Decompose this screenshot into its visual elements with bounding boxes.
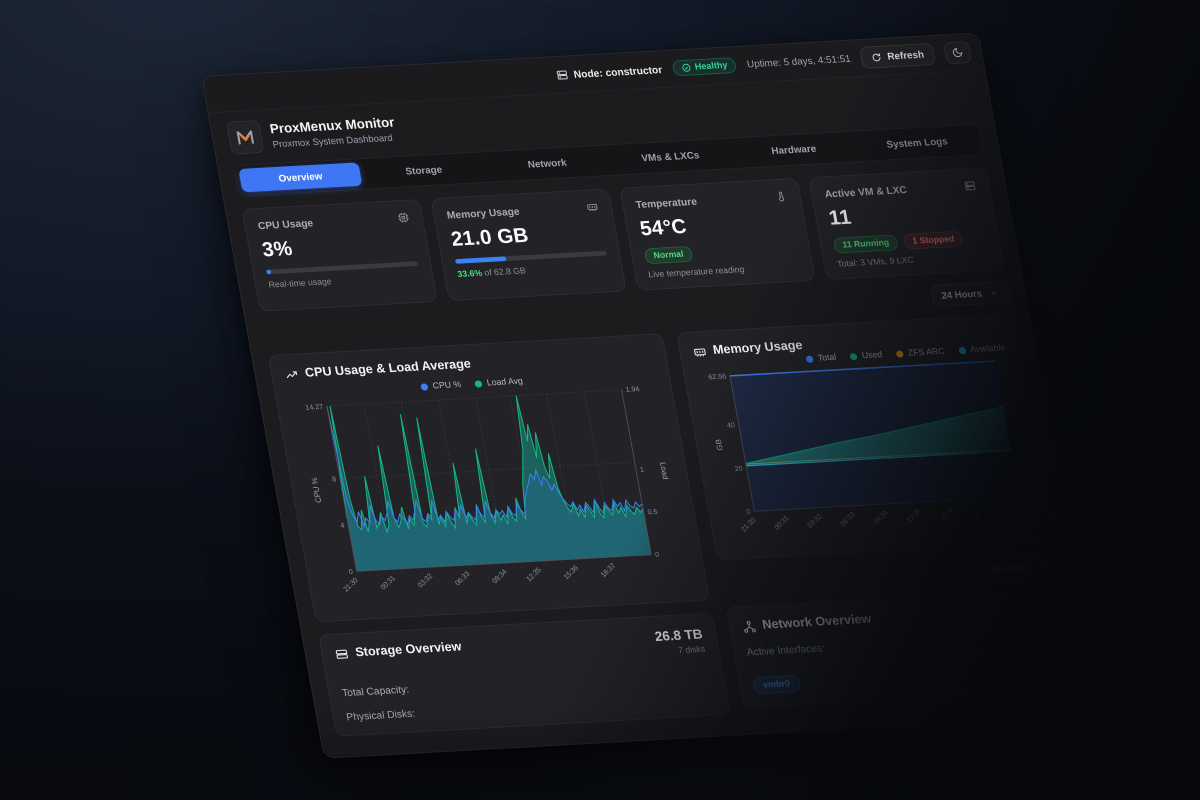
active-vm-lxc-card: Active VM & LXC 11 11 Running 1 Stopped … (808, 167, 1005, 281)
cpu-usage-value: 3% (260, 236, 295, 262)
svg-text:18:37: 18:37 (972, 503, 990, 521)
main-content: CPU Usage 3% Real-time usage Memory Usag… (226, 165, 1101, 758)
chevron-down-icon (991, 291, 997, 295)
svg-text:4: 4 (340, 522, 345, 530)
svg-text:06:33: 06:33 (839, 511, 857, 529)
cpu-icon (398, 212, 409, 223)
theme-toggle-button[interactable] (943, 40, 973, 65)
memory-progress-fill (454, 256, 507, 264)
server-stack-icon (964, 181, 976, 191)
svg-text:09:34: 09:34 (872, 509, 890, 527)
memory-percent: 33.6% (456, 268, 483, 280)
temperature-card: Temperature 54°C Normal Live temperature… (619, 177, 816, 291)
network-icon (743, 620, 756, 633)
temperature-value: 54°C (637, 214, 689, 241)
tab-system-logs[interactable]: System Logs (885, 135, 949, 151)
svg-text:14.27: 14.27 (305, 403, 324, 412)
network-interface-count: 2 (1044, 602, 1054, 617)
vm-stopped-badge: 1 Stopped (902, 230, 965, 250)
refresh-button[interactable]: Refresh (859, 42, 937, 69)
svg-text:0: 0 (746, 508, 751, 516)
memory-icon (587, 203, 598, 212)
tab-storage[interactable]: Storage (404, 164, 444, 177)
svg-text:1: 1 (639, 466, 644, 474)
app-window: Node: constructor Healthy Uptime: 5 days… (201, 32, 1102, 759)
node-label: Node: constructor (572, 63, 664, 80)
memory-usage-value: 21.0 GB (449, 222, 531, 251)
svg-text:15:36: 15:36 (562, 564, 580, 582)
tab-network[interactable]: Network (526, 157, 568, 171)
svg-text:12:35: 12:35 (905, 507, 923, 525)
time-range-select[interactable]: 24 Hours (929, 280, 1011, 308)
memory-icon (693, 348, 706, 357)
svg-text:62.56: 62.56 (708, 372, 727, 381)
storage-title: Storage Overview (354, 640, 463, 660)
svg-text:8: 8 (332, 475, 337, 483)
moon-icon (953, 47, 963, 58)
cpu-progress-fill (265, 269, 272, 275)
cpu-load-chart: 0 4 8 14.27 0 0.5 1 1.94 21:30 00:31 03:32 06:33 09:… (294, 380, 690, 612)
server-icon (556, 70, 568, 80)
svg-text:40: 40 (727, 421, 736, 429)
check-circle-icon (682, 63, 691, 72)
svg-text:15:36: 15:36 (938, 505, 956, 523)
trending-up-icon (286, 370, 298, 378)
node-info: Node: constructor (555, 63, 663, 81)
cpu-load-chart-card: CPU Usage & Load Average CPU % Load Avg … (267, 333, 710, 623)
chevron-down-icon (1040, 564, 1046, 568)
svg-text:09:34: 09:34 (491, 568, 509, 586)
vm-count-value: 11 (826, 204, 853, 230)
proxmenux-logo (225, 119, 265, 155)
time-range-select-2[interactable]: 24 Hours (978, 554, 1060, 581)
tab-overview[interactable]: Overview (238, 162, 363, 193)
svg-text:20: 20 (734, 465, 743, 473)
uptime-text: Uptime: 5 days, 4:51:51 (746, 53, 852, 70)
active-interfaces-label: Active Interfaces: (745, 641, 826, 658)
cpu-usage-card: CPU Usage 3% Real-time usage (241, 199, 438, 312)
storage-disks-value: 7 disks (677, 644, 706, 656)
health-badge: Healthy (671, 57, 738, 77)
tab-vms-lxcs[interactable]: VMs & LXCs (640, 149, 701, 164)
network-overview-card: Network Overview 2 Active Interfaces: vm… (725, 588, 1081, 709)
cpu-progress-bar (265, 261, 419, 275)
tab-hardware[interactable]: Hardware (770, 143, 818, 157)
memory-chart-card: Memory Usage Total Used ZFS ARC Availabl… (675, 313, 1054, 561)
svg-text:GB: GB (714, 439, 725, 451)
refresh-icon (872, 53, 881, 61)
svg-text:06:33: 06:33 (454, 570, 472, 588)
thermometer-icon (779, 191, 785, 202)
svg-text:Load: Load (658, 462, 670, 480)
svg-text:21:30: 21:30 (342, 576, 360, 594)
svg-text:03:32: 03:32 (416, 572, 434, 590)
hard-drive-icon (335, 649, 348, 659)
svg-text:1.94: 1.94 (625, 385, 640, 394)
svg-text:0.5: 0.5 (647, 508, 658, 516)
interface-badge[interactable]: vmbr0 (751, 674, 802, 695)
memory-progress-bar (454, 250, 607, 264)
memory-chart: 0 20 40 62.56 21:30 00:31 03:32 06:33 09:34 12:35… (701, 354, 1034, 551)
network-title: Network Overview (761, 612, 873, 632)
svg-text:12:35: 12:35 (525, 566, 543, 584)
svg-text:18:37: 18:37 (599, 562, 617, 580)
svg-text:0: 0 (655, 551, 660, 559)
temperature-status-badge: Normal (643, 245, 694, 265)
storage-overview-card: Storage Overview 26.8 TB 7 disks Total C… (318, 612, 731, 737)
svg-text:03:32: 03:32 (806, 512, 824, 530)
svg-text:0: 0 (348, 568, 353, 576)
cpu-chart-title: CPU Usage & Load Average (303, 357, 472, 380)
memory-usage-card: Memory Usage 21.0 GB 33.6% of 62.8 GB (430, 188, 627, 302)
svg-text:00:31: 00:31 (773, 514, 791, 532)
svg-text:21:30: 21:30 (740, 516, 758, 534)
svg-text:CPU %: CPU % (310, 477, 324, 503)
svg-text:00:31: 00:31 (379, 574, 397, 592)
storage-total-value: 26.8 TB (653, 626, 704, 645)
vm-running-badge: 11 Running (832, 234, 900, 254)
